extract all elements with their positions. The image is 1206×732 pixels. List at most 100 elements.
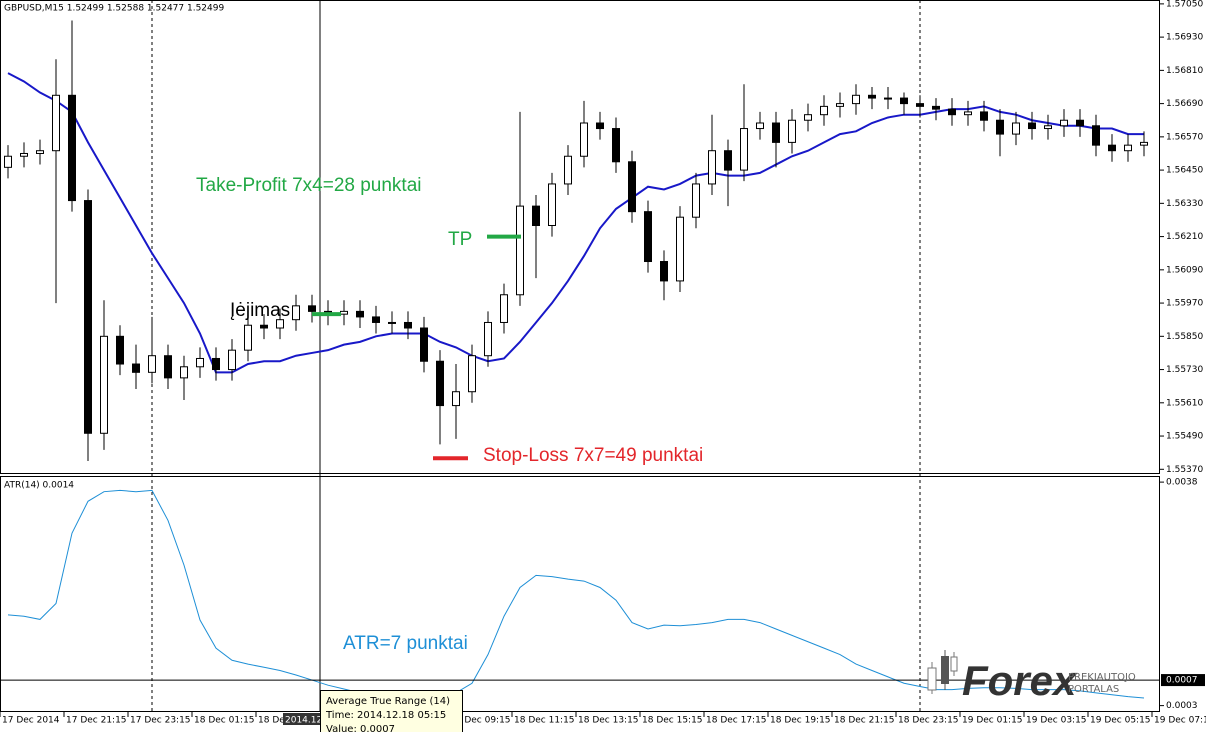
candle-body xyxy=(564,155,572,185)
candle-body xyxy=(420,327,428,362)
candle-body xyxy=(388,321,396,324)
candle-body xyxy=(436,360,444,407)
tooltip-line: Time: 2014.12.18 05:15 xyxy=(325,710,446,721)
y-tick-label: 1.56090 xyxy=(1166,265,1203,275)
candle-body xyxy=(548,183,556,227)
y-tick-label: 1.56450 xyxy=(1166,166,1203,176)
tooltip xyxy=(320,690,463,732)
y-tick-label: 1.55730 xyxy=(1166,365,1203,375)
candle-body xyxy=(1060,119,1068,127)
x-tick-label: 19 Dec 03:15 xyxy=(1026,716,1087,726)
candle-body xyxy=(484,321,492,357)
candle-body xyxy=(164,355,172,379)
candle-body xyxy=(20,152,28,157)
candle-body xyxy=(196,357,204,368)
candle-body xyxy=(292,305,300,321)
candle-body xyxy=(52,94,60,152)
y-tick-label: 1.56930 xyxy=(1166,33,1203,43)
candle-body xyxy=(580,122,588,157)
candle-body xyxy=(452,391,460,407)
candle-body xyxy=(692,183,700,218)
x-tick-label: 18 Dec 17:15 xyxy=(706,716,767,726)
candle-body xyxy=(260,324,268,329)
tooltip-line: Average True Range (14) xyxy=(326,696,450,707)
y-tick-label: 0.0003 xyxy=(1166,701,1198,711)
candle-body xyxy=(708,150,716,185)
logo-icon xyxy=(941,656,949,684)
candle-body xyxy=(772,122,780,143)
candle-body xyxy=(1092,125,1100,146)
candle-body xyxy=(676,216,684,282)
annotation: ATR=7 punktai xyxy=(343,633,468,654)
candle-body xyxy=(916,103,924,107)
annotation: TP xyxy=(448,229,472,250)
candle-body xyxy=(4,155,12,168)
candle-body xyxy=(532,205,540,227)
y-tick-label: 1.55970 xyxy=(1166,299,1203,309)
candle-body xyxy=(852,94,860,105)
candle-body xyxy=(84,200,92,434)
y-tick-label: 1.55370 xyxy=(1166,465,1203,475)
candle-body xyxy=(100,335,108,434)
crosshair-time-box xyxy=(283,713,320,725)
x-tick-label: 18 Dec 21:15 xyxy=(834,716,895,726)
x-tick-label: 18 Dec 23:15 xyxy=(898,716,959,726)
x-tick-label: 19 Dec 05:15 xyxy=(1090,716,1151,726)
x-tick-label: 17 Dec 21:15 xyxy=(66,716,127,726)
candle-body xyxy=(1140,141,1148,146)
candle-body xyxy=(1044,125,1052,130)
y-tick-label: 1.57050 xyxy=(1166,0,1203,9)
candle-body xyxy=(1028,122,1036,130)
logo-icon xyxy=(950,656,958,672)
x-tick-label: 18 Dec 19:15 xyxy=(770,716,831,726)
candle-body xyxy=(340,310,348,315)
annotation: Įėjimas xyxy=(230,300,290,321)
candle-body xyxy=(724,150,732,171)
candle-body xyxy=(356,310,364,318)
y-tick-label: 1.56810 xyxy=(1166,66,1203,76)
y-tick-label: 1.56210 xyxy=(1166,232,1203,242)
candle-body xyxy=(884,97,892,100)
candle-body xyxy=(228,349,236,371)
logo-brand: Forex xyxy=(962,657,1078,704)
indicator-title: ATR(14) 0.0014 xyxy=(4,481,74,491)
atr-panel xyxy=(0,476,1160,712)
candle-body xyxy=(836,103,844,107)
x-tick-label: 18 Dec 15:15 xyxy=(642,716,703,726)
logo-sub: PORTALAS xyxy=(1068,684,1119,695)
candle-body xyxy=(932,105,940,110)
candle-body xyxy=(276,319,284,329)
candle-body xyxy=(500,294,508,323)
chart-title: GBPUSD,M15 1.52499 1.52588 1.52477 1.524… xyxy=(4,4,224,14)
logo-icon xyxy=(927,667,937,691)
candle-body xyxy=(948,108,956,116)
annotation: Take-Profit 7x4=28 punktai xyxy=(196,175,422,196)
logo-sub: PREKIAUTOJO xyxy=(1068,672,1136,683)
candle-body xyxy=(468,355,476,393)
candle-body xyxy=(516,205,524,296)
candle-body xyxy=(660,261,668,282)
x-tick-label: 18 Dec 01:15 xyxy=(194,716,255,726)
candle-body xyxy=(820,105,828,116)
y-tick-label: 1.55490 xyxy=(1166,432,1203,442)
x-tick-label: 17 Dec 2014 xyxy=(2,716,60,726)
crosshair-time: 2014.12 xyxy=(285,716,322,726)
x-tick-label: 18 Dec 11:15 xyxy=(514,716,575,726)
candle-body xyxy=(180,366,188,379)
x-tick-label: 19 Dec 07:15 xyxy=(1154,716,1206,726)
candle-body xyxy=(964,111,972,116)
candle-body xyxy=(644,211,652,263)
candle-body xyxy=(1124,144,1132,152)
candle-body xyxy=(372,316,380,323)
candle-body xyxy=(244,324,252,351)
crosshair-label-box xyxy=(1161,674,1205,687)
y-tick-label: 1.56690 xyxy=(1166,99,1203,109)
candle-body xyxy=(628,161,636,213)
x-tick-label: 19 Dec 01:15 xyxy=(962,716,1023,726)
main-panel xyxy=(0,0,1160,474)
candle-body xyxy=(1012,122,1020,135)
candle-body xyxy=(612,128,620,163)
y-tick-label: 0.0038 xyxy=(1166,478,1198,488)
candle-body xyxy=(116,335,124,365)
